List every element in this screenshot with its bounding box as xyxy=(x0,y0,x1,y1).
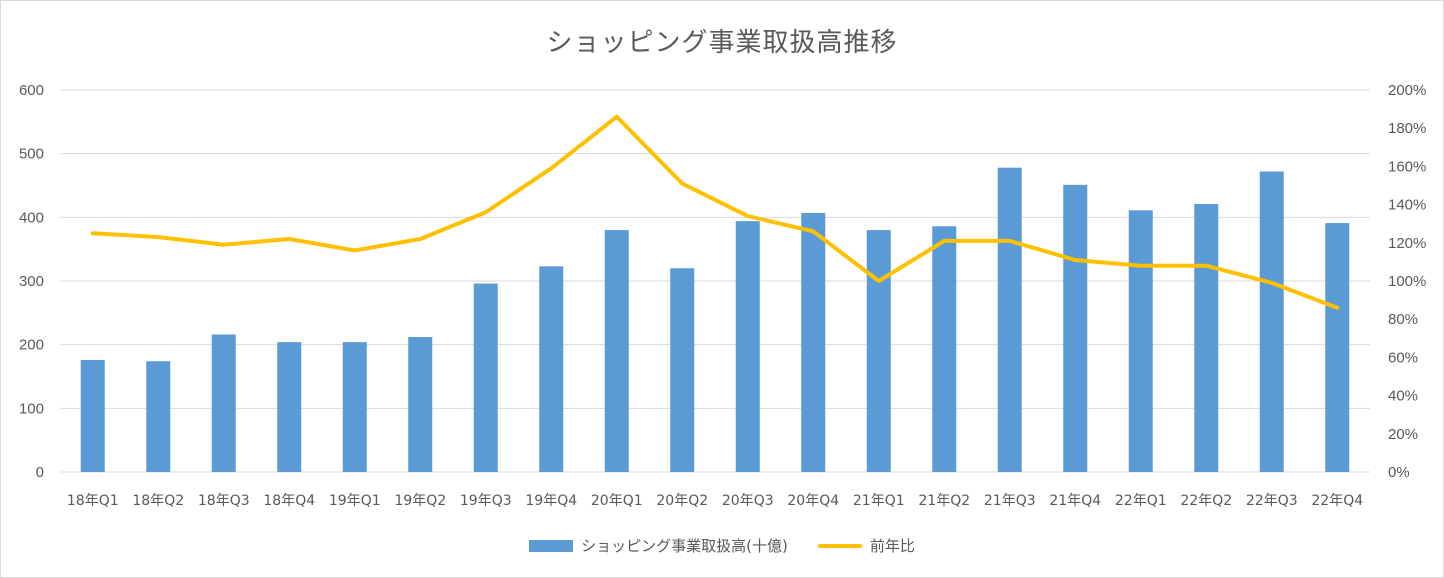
x-tick-label: 20年Q1 xyxy=(591,493,643,509)
right-tick-label: 100% xyxy=(1388,273,1426,290)
bar xyxy=(801,212,826,473)
bar xyxy=(932,226,957,472)
left-tick-label: 0 xyxy=(36,464,44,481)
bar xyxy=(997,167,1022,472)
bar xyxy=(539,266,564,472)
bar xyxy=(211,334,236,472)
legend-item-bar[interactable]: ショッピング事業取扱高(十億) xyxy=(529,535,788,556)
right-tick-label: 120% xyxy=(1388,235,1426,252)
right-tick-label: 20% xyxy=(1388,426,1418,443)
gridlines xyxy=(60,89,1370,473)
left-tick-label: 200 xyxy=(19,337,44,354)
x-tick-label: 22年Q4 xyxy=(1311,493,1363,509)
left-tick-label: 500 xyxy=(19,146,44,163)
x-tick-label: 18年Q4 xyxy=(263,493,315,509)
x-axis-ticks: 18年Q1 18年Q2 18年Q3 18年Q4 19年Q1 19年Q2 19年Q3 19年Q4… xyxy=(67,493,1363,509)
legend-item-line[interactable]: 前年比 xyxy=(817,535,915,556)
bar xyxy=(80,359,105,472)
x-tick-label: 21年Q1 xyxy=(853,493,905,509)
yoy-line xyxy=(90,114,1340,310)
x-tick-label: 19年Q2 xyxy=(394,493,446,509)
bar xyxy=(342,342,367,472)
x-tick-label: 21年Q3 xyxy=(984,493,1036,509)
bar xyxy=(670,268,695,472)
right-tick-label: 0% xyxy=(1388,464,1410,481)
left-tick-label: 600 xyxy=(19,82,44,99)
x-tick-label: 18年Q3 xyxy=(198,493,250,509)
x-tick-label: 18年Q1 xyxy=(67,493,119,509)
line-series xyxy=(90,114,1340,310)
bar xyxy=(408,337,433,472)
x-tick-label: 20年Q3 xyxy=(722,493,774,509)
x-tick-label: 20年Q4 xyxy=(787,493,839,509)
chart-title: ショッピング事業取扱高推移 xyxy=(546,28,898,58)
chart-legend: ショッピング事業取扱高(十億) 前年比 xyxy=(0,535,1444,556)
legend-line-label: 前年比 xyxy=(869,537,915,555)
x-tick-label: 19年Q3 xyxy=(460,493,512,509)
bar xyxy=(1259,171,1284,472)
bar xyxy=(277,342,302,472)
x-tick-label: 22年Q3 xyxy=(1246,493,1298,509)
x-tick-label: 18年Q2 xyxy=(132,493,184,509)
left-tick-label: 100 xyxy=(19,400,44,417)
bar xyxy=(473,283,498,472)
right-axis-ticks: 0% 20% 40% 60% 80% 100% 120% 140% 160% 180% 200% xyxy=(1388,82,1426,481)
bar xyxy=(1194,203,1219,473)
legend-bar-label: ショッピング事業取扱高(十億) xyxy=(581,537,788,555)
x-tick-label: 19年Q4 xyxy=(525,493,577,509)
bar xyxy=(146,361,171,472)
x-tick-label: 19年Q1 xyxy=(329,493,381,509)
bar xyxy=(866,230,891,472)
right-tick-label: 40% xyxy=(1388,388,1418,405)
right-tick-label: 60% xyxy=(1388,349,1418,366)
bar-series xyxy=(80,167,1350,473)
bar xyxy=(604,230,629,472)
x-tick-label: 21年Q2 xyxy=(918,493,970,509)
bar xyxy=(735,221,760,472)
bar xyxy=(1128,210,1153,472)
right-tick-label: 160% xyxy=(1388,158,1426,175)
x-tick-label: 22年Q1 xyxy=(1115,493,1167,509)
right-tick-label: 200% xyxy=(1388,82,1426,99)
x-tick-label: 20年Q2 xyxy=(656,493,708,509)
right-tick-label: 80% xyxy=(1388,311,1418,328)
legend-line-swatch xyxy=(817,543,862,548)
right-tick-label: 180% xyxy=(1388,120,1426,137)
legend-bar-swatch xyxy=(529,539,574,552)
bar xyxy=(1325,223,1350,472)
x-tick-label: 22年Q2 xyxy=(1180,493,1232,509)
left-tick-label: 300 xyxy=(19,273,44,290)
left-axis-ticks: 0 100 200 300 400 500 600 xyxy=(19,82,44,481)
left-tick-label: 400 xyxy=(19,209,44,226)
x-tick-label: 21年Q4 xyxy=(1049,493,1101,509)
right-tick-label: 140% xyxy=(1388,197,1426,214)
bar xyxy=(1063,184,1088,472)
